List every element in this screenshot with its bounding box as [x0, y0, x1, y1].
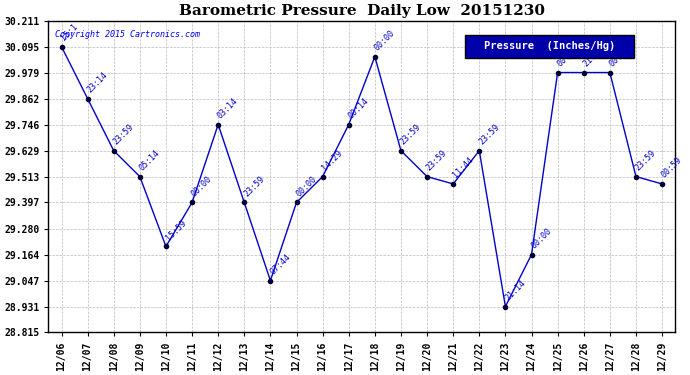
Text: 21:14: 21:14 — [503, 278, 527, 302]
Text: 00:00: 00:00 — [555, 44, 580, 68]
Text: 00:00: 00:00 — [295, 174, 318, 198]
Text: 23:59: 23:59 — [633, 148, 658, 172]
Text: 00:14: 00:14 — [346, 96, 371, 120]
Text: 14:29: 14:29 — [320, 148, 344, 172]
Text: Copyright 2015 Cartronics.com: Copyright 2015 Cartronics.com — [55, 30, 199, 39]
Text: 00:00: 00:00 — [608, 44, 631, 68]
Text: 11:44: 11:44 — [451, 156, 475, 180]
Text: 23:59: 23:59 — [399, 123, 423, 147]
Text: 07:44: 07:44 — [268, 252, 293, 276]
Text: 05:14: 05:14 — [137, 148, 161, 172]
FancyBboxPatch shape — [465, 35, 634, 58]
Text: 23:59: 23:59 — [425, 148, 449, 172]
Text: 23:59: 23:59 — [112, 123, 135, 147]
Text: 23:14: 23:14 — [86, 70, 110, 94]
Text: 23:59: 23:59 — [242, 174, 266, 198]
Text: 00:59: 00:59 — [660, 156, 684, 180]
Text: 00:00: 00:00 — [529, 226, 553, 251]
Text: 00:00: 00:00 — [373, 28, 397, 53]
Title: Barometric Pressure  Daily Low  20151230: Barometric Pressure Daily Low 20151230 — [179, 4, 545, 18]
Text: Pressure  (Inches/Hg): Pressure (Inches/Hg) — [484, 42, 615, 51]
Text: 23:59: 23:59 — [477, 123, 501, 147]
Text: 00:00: 00:00 — [190, 174, 214, 198]
Text: 03:14: 03:14 — [216, 96, 240, 120]
Text: 15:1: 15:1 — [59, 22, 80, 42]
Text: 21:14: 21:14 — [582, 44, 606, 68]
Text: 15:59: 15:59 — [164, 218, 188, 242]
